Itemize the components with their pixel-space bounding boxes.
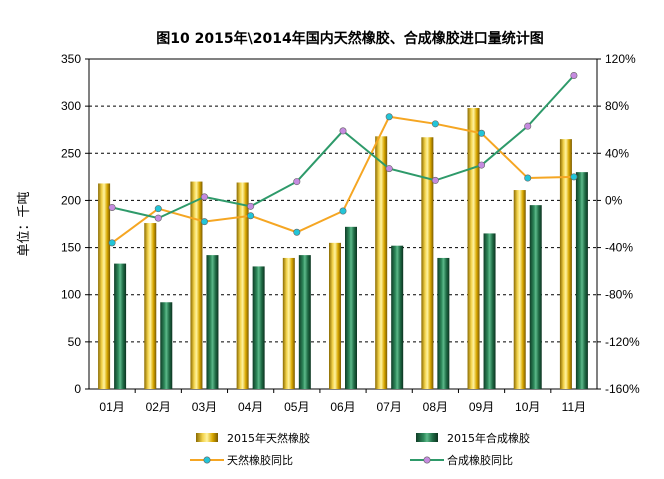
x-tick-label: 03月: [192, 400, 217, 414]
natural-rubber-yoy-point: [200, 218, 208, 226]
y2-tick-label: 120%: [605, 52, 636, 66]
natural-rubber-yoy-line: [111, 115, 574, 244]
legend-synthetic-yoy-label: 合成橡胶同比: [447, 453, 513, 467]
x-tick-label: 05月: [284, 400, 309, 414]
legend-natural-yoy-label: 天然橡胶同比: [227, 453, 293, 467]
y2-tick-label: -40%: [605, 241, 633, 255]
legend-synthetic-rubber: 2015年合成橡胶: [416, 431, 530, 445]
y-tick-label: 250: [61, 146, 81, 160]
synthetic-rubber-yoy-point: [431, 176, 439, 184]
natural-rubber-yoy-point: [570, 173, 578, 181]
legend-synthetic-rubber-label: 2015年合成橡胶: [447, 431, 530, 445]
y2-tick-label: 80%: [605, 99, 629, 113]
natural-rubber-yoy-point: [247, 212, 255, 220]
legend-natural-rubber-label: 2015年天然橡胶: [227, 431, 310, 445]
natural-rubber-bar: [559, 139, 572, 389]
legend-synthetic-rubber-swatch: [416, 433, 438, 442]
synthetic-rubber-yoy-point: [339, 127, 347, 135]
synthetic-rubber-bar: [575, 172, 588, 389]
chart-title: 图10 2015年\2014年国内天然橡胶、合成橡胶进口量统计图: [156, 30, 543, 47]
synthetic-rubber-bar: [298, 255, 311, 389]
x-tick-label: 06月: [330, 400, 355, 414]
x-tick-label: 04月: [238, 400, 263, 414]
legend-natural-rubber-swatch: [196, 433, 218, 442]
natural-rubber-bar: [190, 181, 203, 389]
synthetic-rubber-yoy-point: [524, 122, 532, 130]
synthetic-rubber-yoy-point: [293, 178, 301, 186]
synthetic-rubber-yoy-point: [108, 204, 116, 212]
synthetic-rubber-bar: [391, 245, 404, 389]
synthetic-rubber-yoy-point: [154, 214, 162, 222]
y-tick-label: 300: [61, 99, 81, 113]
natural-rubber-bar: [144, 223, 157, 389]
x-tick-label: 02月: [146, 400, 171, 414]
synthetic-rubber-bar: [160, 302, 173, 389]
y-axis-label: 单位：千吨: [17, 191, 32, 256]
natural-rubber-bar: [513, 190, 526, 389]
natural-rubber-bar: [98, 183, 111, 389]
y-tick-label: 0: [74, 382, 81, 396]
natural-rubber-yoy-point: [293, 228, 301, 236]
synthetic-rubber-yoy-point: [200, 193, 208, 201]
plot-frame: [88, 58, 598, 390]
y2-tick-label: 0%: [605, 193, 623, 207]
natural-rubber-yoy-point: [431, 120, 439, 128]
synthetic-rubber-yoy-point: [247, 202, 255, 210]
synthetic-rubber-bar: [529, 205, 542, 389]
natural-rubber-yoy-point: [478, 129, 486, 137]
y-tick-label: 50: [68, 335, 82, 349]
legend-synthetic-yoy-marker: [423, 456, 431, 464]
x-tick-label: 01月: [99, 400, 124, 414]
natural-rubber-bar: [375, 136, 388, 389]
natural-rubber-yoy-point: [385, 113, 393, 121]
synthetic-rubber-yoy-line: [111, 74, 575, 220]
legend-natural-yoy: 天然橡胶同比: [190, 453, 293, 467]
synthetic-rubber-bar: [437, 257, 450, 389]
y2-tick-label: -160%: [605, 382, 640, 396]
x-tick-label: 09月: [469, 400, 494, 414]
y-tick-label: 350: [61, 52, 81, 66]
legend-natural-yoy-marker: [203, 456, 211, 464]
natural-rubber-yoy-point: [339, 207, 347, 215]
natural-rubber-bar: [236, 182, 249, 389]
natural-rubber-bar: [467, 108, 480, 390]
legend-synthetic-yoy: 合成橡胶同比: [410, 453, 513, 467]
natural-rubber-yoy-point: [524, 174, 532, 182]
natural-rubber-yoy-point: [108, 239, 116, 247]
synthetic-rubber-yoy-point: [478, 161, 486, 169]
legend-natural-rubber: 2015年天然橡胶: [196, 431, 310, 445]
x-tick-label: 11月: [562, 400, 586, 414]
natural-rubber-yoy-point: [154, 205, 162, 213]
x-tick-label: 07月: [377, 400, 402, 414]
natural-rubber-bar: [421, 137, 434, 389]
y2-tick-label: -80%: [605, 288, 633, 302]
synthetic-rubber-bar: [345, 226, 357, 389]
y-tick-label: 100: [61, 288, 81, 302]
y2-tick-label: 40%: [605, 146, 629, 160]
synthetic-rubber-bar: [206, 255, 219, 389]
synthetic-rubber-yoy-point: [385, 165, 393, 173]
synthetic-rubber-bar: [252, 266, 265, 389]
y2-tick-label: -120%: [605, 335, 640, 349]
y-tick-label: 150: [61, 241, 81, 255]
x-tick-label: 08月: [423, 400, 448, 414]
natural-rubber-bar: [282, 257, 295, 389]
plot-area: 0 50 100 150 200 250 300 350 -160% -120% -80% -40% 0…: [61, 52, 640, 414]
natural-rubber-bar: [329, 242, 341, 389]
synthetic-rubber-yoy-point: [570, 72, 578, 80]
x-tick-label: 10月: [515, 400, 540, 414]
synthetic-rubber-bar: [483, 233, 496, 389]
synthetic-rubber-bar: [114, 263, 127, 389]
y-tick-label: 200: [61, 193, 81, 207]
